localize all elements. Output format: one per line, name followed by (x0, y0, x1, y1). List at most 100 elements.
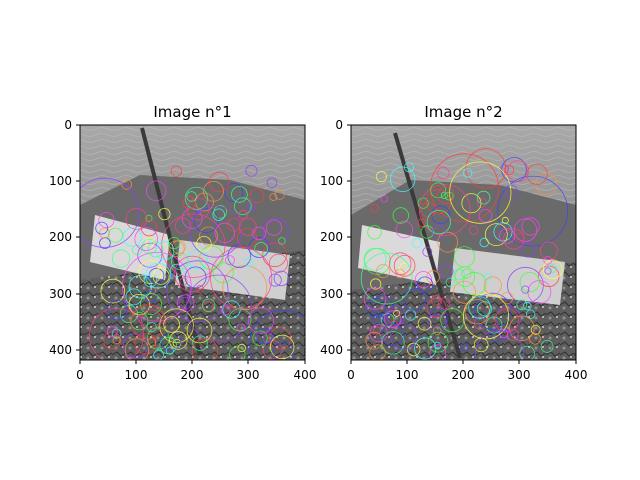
keypoint-circle (247, 202, 257, 212)
panel-1-title: Image n°1 (153, 103, 231, 121)
keypoint-circle (249, 188, 265, 204)
keypoint-circle (266, 177, 278, 189)
keypoint-circle (437, 231, 459, 253)
keypoint-circle (248, 309, 305, 360)
keypoint-circle (373, 313, 384, 325)
keypoint-circle (395, 220, 414, 239)
keypoint-circle (370, 278, 382, 290)
keypoint-circle (212, 208, 225, 221)
keypoint-circle (509, 315, 535, 342)
keypoint-circle (380, 313, 395, 327)
keypoint-circle (360, 252, 413, 305)
keypoint-circle (170, 165, 182, 177)
keypoint-circle (214, 222, 235, 243)
svg-text:400: 400 (294, 368, 317, 382)
keypoint-circle (392, 207, 410, 224)
svg-text:200: 200 (452, 368, 475, 382)
keypoint-circle (222, 300, 241, 319)
keypoint-circle (431, 205, 451, 225)
keypoint-circle (383, 310, 402, 328)
keypoint-circle (236, 227, 257, 248)
keypoint-circle (429, 153, 499, 223)
svg-text:100: 100 (125, 368, 148, 382)
panel-1-keypoints (80, 164, 305, 360)
keypoint-circle (429, 344, 447, 360)
keypoint-circle (265, 219, 283, 236)
keypoint-circle (519, 271, 540, 293)
keypoint-circle (539, 241, 558, 260)
keypoint-circle (174, 217, 191, 234)
keypoint-circle (137, 242, 163, 268)
keypoint-circle (227, 218, 241, 232)
keypoint-circle (145, 262, 171, 289)
keypoint-circle (461, 268, 472, 279)
keypoint-circle (506, 328, 519, 341)
keypoint-circle (252, 330, 268, 346)
keypoint-circle (544, 267, 552, 275)
keypoint-circle (182, 195, 196, 210)
keypoint-circle (478, 209, 493, 223)
keypoint-circle (269, 193, 278, 201)
keypoint-circle (468, 225, 479, 236)
keypoint-circle (403, 162, 414, 173)
keypoint-circle (474, 330, 525, 360)
y-tick: 300 (49, 287, 80, 301)
keypoint-circle (497, 175, 569, 247)
keypoint-circle (145, 180, 167, 202)
keypoint-circle (427, 331, 449, 353)
svg-text:0: 0 (335, 118, 343, 132)
keypoint-circle (468, 296, 491, 319)
keypoint-circle (112, 249, 131, 268)
keypoint-circle (247, 307, 274, 334)
keypoint-circle (417, 316, 432, 331)
keypoint-circle (363, 287, 387, 310)
keypoint-circle (238, 217, 257, 236)
keypoint-circle (236, 323, 246, 333)
svg-text:200: 200 (181, 368, 204, 382)
keypoint-circle (221, 305, 231, 316)
keypoint-circle (95, 221, 109, 235)
keypoint-circle (100, 278, 126, 304)
x-tick: 0 (347, 360, 355, 382)
keypoint-circle (367, 225, 382, 240)
keypoint-circle (417, 218, 427, 228)
keypoint-circle (112, 336, 121, 345)
keypoint-circle (234, 197, 252, 216)
x-tick: 400 (565, 360, 587, 382)
keypoint-circle (159, 336, 177, 355)
x-tick: 0 (76, 360, 84, 382)
y-tick: 300 (320, 287, 351, 301)
keypoint-circle (231, 186, 248, 203)
panel-2-x-axis: 0 100 200 300 400 (347, 360, 587, 382)
y-tick: 200 (49, 230, 80, 244)
keypoint-circle (540, 339, 554, 353)
keypoint-circle (495, 305, 522, 332)
keypoint-circle (381, 323, 404, 347)
keypoint-circle (262, 332, 274, 344)
keypoint-circle (191, 337, 219, 360)
keypoint-circle (523, 301, 532, 311)
keypoint-circle (144, 290, 157, 303)
keypoint-circle (146, 321, 157, 333)
svg-text:100: 100 (49, 174, 72, 188)
keypoint-circle (273, 270, 290, 287)
x-tick: 100 (396, 360, 418, 382)
keypoint-circle (414, 337, 437, 360)
panel-2-title: Image n°2 (424, 103, 502, 121)
keypoint-circle (108, 227, 124, 243)
keypoint-circle (224, 183, 244, 202)
keypoint-circle (174, 255, 211, 292)
svg-text:0: 0 (347, 368, 355, 382)
keypoint-circle (134, 227, 159, 251)
keypoint-circle (143, 273, 158, 288)
svg-text:100: 100 (320, 174, 343, 188)
keypoint-circle (411, 238, 422, 249)
keypoint-circle (262, 217, 289, 245)
svg-text:200: 200 (49, 230, 72, 244)
keypoint-circle (516, 299, 528, 311)
keypoint-circle (270, 334, 295, 360)
keypoint-circle (453, 269, 465, 281)
keypoint-circle (390, 320, 399, 329)
svg-text:0: 0 (64, 118, 72, 132)
